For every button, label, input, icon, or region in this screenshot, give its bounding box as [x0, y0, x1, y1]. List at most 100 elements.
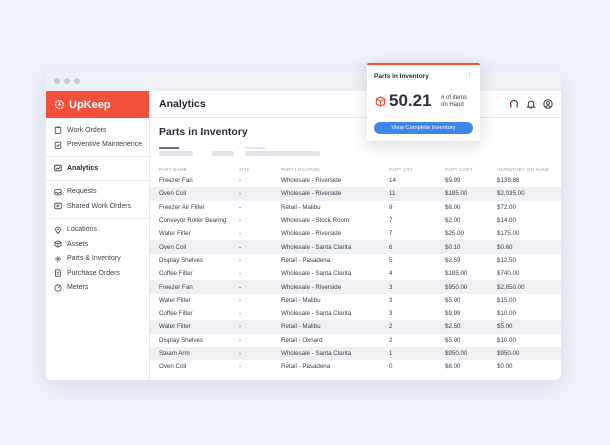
table-cell: $185.00 [445, 270, 468, 278]
table-cell: - [239, 323, 242, 331]
column-header[interactable]: PART NAME [159, 167, 188, 172]
table-cell: $2.50 [445, 323, 461, 331]
table-row[interactable]: Water Filter - Retail - Malibu 3 $5.00 $15.00 [150, 294, 561, 307]
table-cell: Oven Coil [159, 243, 187, 251]
column-header[interactable]: PART QTY [389, 167, 414, 172]
clipboard-icon [54, 126, 62, 135]
table-cell: $12.50 [497, 256, 516, 264]
table-cell: Wholesale - Riverside [281, 283, 342, 291]
table-cell: $0.10 [445, 243, 461, 251]
table-row[interactable]: Water Filter - Retail - Malibu 2 $2.50 $5.00 [150, 320, 561, 334]
window-dot-icon[interactable] [54, 78, 60, 84]
sidebar-item-parts-inventory[interactable]: Parts & Inventory [46, 252, 149, 267]
sidebar: UpKeep Work Orders Preventive Maintenenc… [46, 91, 150, 380]
table-row[interactable]: Coffee Filter - Wholesale - Santa Clarita 4… [150, 267, 561, 280]
inbox-icon [54, 188, 62, 195]
table-cell: Display Shelves [159, 256, 204, 264]
sidebar-item-work-orders[interactable]: Work Orders [46, 123, 149, 138]
pin-icon [55, 226, 61, 234]
table-cell: Retail - Oxnard [281, 336, 323, 344]
table-cell: 2 [389, 336, 393, 344]
table-cell: 11 [389, 190, 396, 198]
table-row[interactable]: Oven Coil - Wholesale - Riverside 11 $185.00… [150, 187, 561, 201]
table-row[interactable]: Coffee Filter - Wholesale - Santa Clarita 3… [150, 307, 561, 320]
table-row[interactable]: Oven Coil - Retail - Pasadena 0 $8.00 $0.00 [150, 360, 561, 373]
table-cell: - [239, 243, 242, 251]
table-cell: Freezer Air Filter [159, 203, 205, 211]
table-cell: Steam Arm [159, 350, 190, 357]
user-avatar-icon[interactable] [543, 99, 553, 109]
brand-name: UpKeep [69, 98, 111, 111]
table-cell: - [239, 230, 242, 238]
table-body: Freezer Fan - Wholesale - Riverside 14 $9.99… [150, 174, 561, 373]
table-cell: $5.00 [445, 296, 461, 304]
table-cell: $950.00 [445, 283, 468, 291]
brand-logo[interactable]: UpKeep [46, 91, 149, 118]
table-row[interactable]: Freezer Fan - Wholesale - Riverside 14 $9.99… [150, 174, 561, 187]
sidebar-item-locations[interactable]: Locations [46, 223, 149, 238]
column-header[interactable]: PART COST [445, 167, 473, 172]
table-cell: $5.00 [497, 323, 513, 331]
table-cell: Coffee Filter [159, 310, 193, 318]
table-cell: Wholesale - Santa Clarita [281, 243, 352, 251]
table-row[interactable]: Oven Coil - Wholesale - Santa Clarita 6 $0.1… [150, 240, 561, 254]
view-complete-inventory-button[interactable]: View Complete Inventory [374, 122, 473, 134]
table-cell: $2,850.00 [497, 283, 525, 291]
filter-placeholder[interactable] [245, 151, 320, 156]
table-cell: $10.00 [497, 310, 516, 318]
table-row[interactable]: Steam Arm - Wholesale - Santa Clarita 1 $950… [150, 346, 561, 361]
table-row[interactable]: Freezer Air Filter - Retail - Malibu 9 $8.00… [150, 201, 561, 214]
table-row[interactable]: Freezer Fan - Wholesale - Riverside 3 $950.0… [150, 280, 561, 294]
table-cell: $950.00 [497, 350, 520, 357]
column-header[interactable]: INVENTORY ON HAND [497, 167, 550, 172]
gauge-icon [54, 284, 62, 292]
headset-icon[interactable] [509, 99, 519, 109]
table-cell: 3 [389, 310, 393, 318]
table-cell: Water Filter [159, 323, 191, 331]
bell-icon[interactable] [526, 99, 536, 109]
sidebar-item-preventive-maintenance[interactable]: Preventive Maintenence [46, 138, 149, 153]
filter-placeholder[interactable] [212, 151, 234, 156]
table-row[interactable]: Water Filter - Wholesale - Riverside 7 $25.0… [150, 227, 561, 240]
filter-placeholder [245, 147, 265, 149]
sidebar-item-analytics[interactable]: Analytics [46, 161, 149, 176]
column-header[interactable]: SITE [239, 167, 251, 172]
table-cell: 7 [389, 217, 393, 225]
sidebar-item-label: Meters [67, 284, 89, 292]
table-row[interactable]: Display Shelves - Retail - Oxnard 2 $5.00 $10… [150, 334, 561, 347]
window-dot-icon[interactable] [74, 78, 80, 84]
sidebar-item-shared-work-orders[interactable]: Shared Work Orders [46, 199, 149, 214]
cube-icon [54, 240, 62, 248]
sidebar-item-label: Purchase Orders [67, 269, 120, 277]
app-window: UpKeep Work Orders Preventive Maintenenc… [46, 71, 561, 380]
filter-placeholder[interactable] [159, 151, 193, 156]
window-titlebar [46, 71, 561, 91]
sidebar-item-label: Assets [67, 240, 89, 248]
table-cell: $2.00 [445, 217, 461, 225]
sidebar-item-requests[interactable]: Requests [46, 185, 149, 200]
window-dot-icon[interactable] [64, 78, 70, 84]
table-cell: $8.00 [445, 363, 461, 371]
kebab-menu-icon[interactable]: ⋮ [466, 72, 473, 79]
column-header[interactable]: PART LOCATION [281, 167, 320, 172]
sidebar-item-label: Analytics [67, 164, 99, 172]
sidebar-item-label: Work Orders [67, 126, 107, 134]
section-title: Parts in Inventory [159, 126, 248, 138]
table-cell: 14 [389, 177, 396, 185]
table-cell: $175.00 [497, 230, 520, 238]
sidebar-item-meters[interactable]: Meters [46, 281, 149, 296]
sidebar-item-assets[interactable]: Assets [46, 237, 149, 252]
sidebar-item-purchase-orders[interactable]: Purchase Orders [46, 266, 149, 281]
table-cell: 2 [389, 323, 393, 331]
table-row[interactable]: Display Shelves - Retail - Pasadena 5 $2.59 $… [150, 254, 561, 267]
table-cell: 6 [389, 243, 393, 251]
chart-icon [54, 165, 62, 172]
table-cell: - [239, 217, 242, 225]
table-cell: $25.00 [445, 230, 464, 238]
document-icon [55, 269, 61, 277]
sidebar-item-label: Requests [67, 188, 97, 196]
page-title: Analytics [159, 98, 206, 110]
table-row[interactable]: Conveyor Roller Bearing - Wholesale - Stoc… [150, 214, 561, 227]
sidebar-divider [46, 156, 149, 157]
table-cell: 9 [389, 203, 393, 211]
